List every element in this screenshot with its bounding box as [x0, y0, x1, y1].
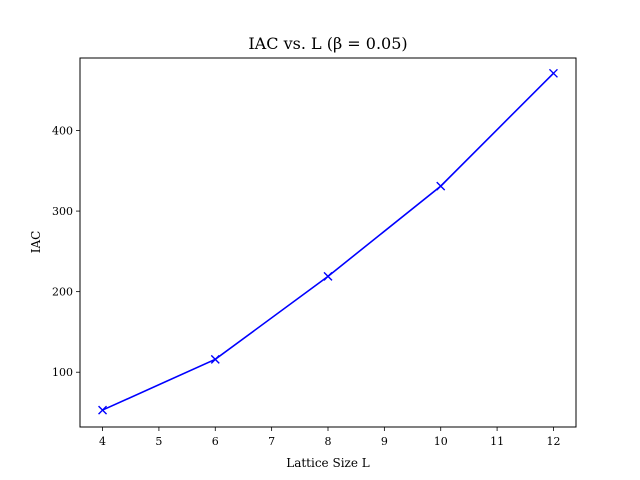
y-tick-label: 100 — [52, 366, 73, 379]
x-axis-label: Lattice Size L — [286, 456, 370, 470]
y-axis-label: IAC — [29, 231, 43, 254]
chart-title: IAC vs. L (β = 0.05) — [248, 34, 407, 53]
x-tick-label: 12 — [546, 435, 560, 448]
x-tick-label: 9 — [381, 435, 388, 448]
x-tick-label: 7 — [268, 435, 275, 448]
x-tick-label: 11 — [490, 435, 504, 448]
x-tick-label: 10 — [434, 435, 448, 448]
x-tick-label: 4 — [99, 435, 106, 448]
y-tick-label: 300 — [52, 205, 73, 218]
x-tick-label: 6 — [212, 435, 219, 448]
y-tick-label: 400 — [52, 125, 73, 138]
x-tick-label: 8 — [325, 435, 332, 448]
x-tick-label: 5 — [155, 435, 162, 448]
y-tick-label: 200 — [52, 286, 73, 299]
